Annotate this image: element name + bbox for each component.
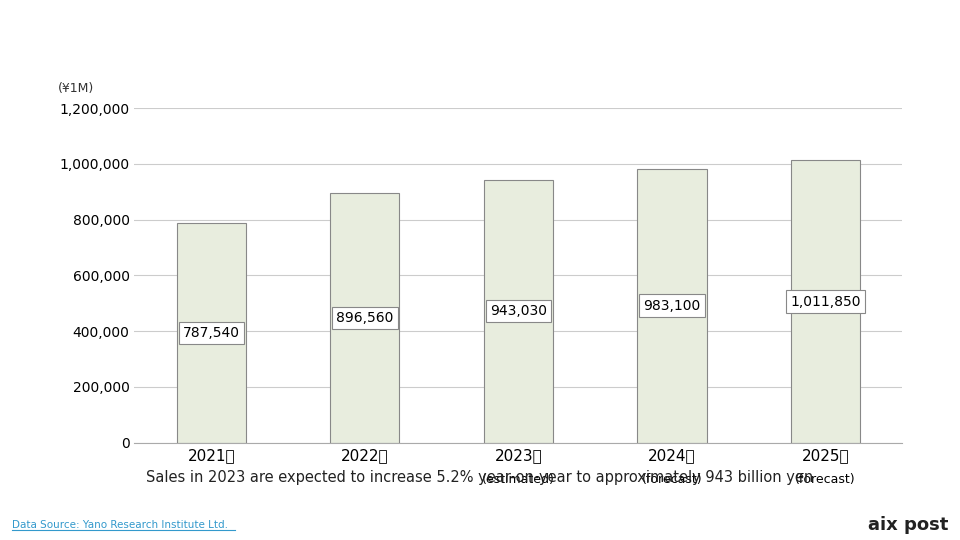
Text: (¥1M): (¥1M) xyxy=(58,82,94,94)
Text: 943,030: 943,030 xyxy=(490,304,547,318)
Text: (TOTAL OF 7 MARKETS) TRENDS AND FORECAST: (TOTAL OF 7 MARKETS) TRENDS AND FORECAST xyxy=(180,59,780,79)
Text: (estimated): (estimated) xyxy=(482,473,555,486)
Bar xyxy=(177,223,246,443)
Bar xyxy=(791,160,860,443)
Text: SUBSCRIPTION SERVICE DOMESTIC MARKET SIZE: SUBSCRIPTION SERVICE DOMESTIC MARKET SIZ… xyxy=(99,17,861,45)
Bar xyxy=(484,180,553,443)
Text: (forecast): (forecast) xyxy=(641,473,703,486)
Text: Sales in 2023 are expected to increase 5.2% year-on-year to approximately 943 bi: Sales in 2023 are expected to increase 5… xyxy=(146,470,814,485)
Text: aix post: aix post xyxy=(868,516,948,535)
Text: 896,560: 896,560 xyxy=(336,310,394,325)
Text: (forecast): (forecast) xyxy=(795,473,856,486)
Text: 787,540: 787,540 xyxy=(182,326,240,340)
Bar xyxy=(330,193,399,443)
Text: Data Source: Yano Research Institute Ltd.: Data Source: Yano Research Institute Ltd… xyxy=(12,521,228,530)
Text: 1,011,850: 1,011,850 xyxy=(790,295,861,309)
Text: 983,100: 983,100 xyxy=(643,299,701,313)
Bar xyxy=(637,168,707,443)
